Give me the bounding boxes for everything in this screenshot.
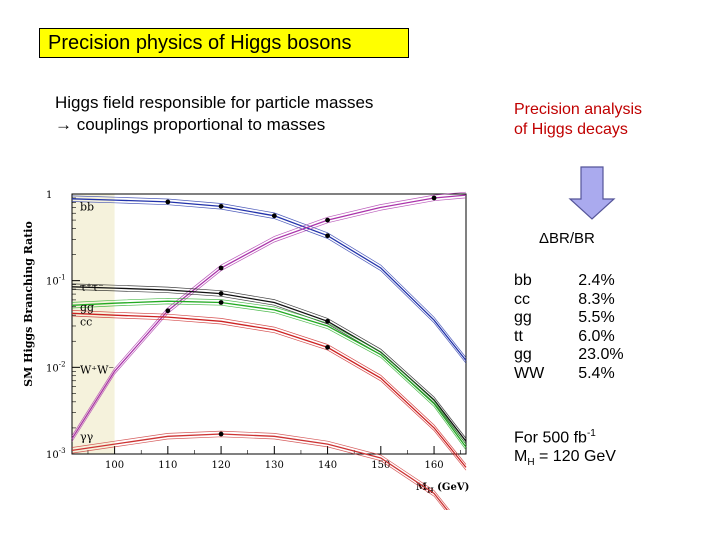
x-tick-label: 120 [212, 460, 231, 471]
series-band-bb [71, 195, 467, 358]
data-marker [218, 203, 224, 209]
x-tick-label: 140 [318, 460, 337, 471]
br-channel-column: bb cc gg tt gg WW [514, 272, 544, 383]
br-value: 5.4% [578, 364, 615, 382]
data-marker [165, 308, 171, 314]
delta-br-label: ΔBR/BR [539, 230, 595, 247]
channel-label: γγ [80, 430, 94, 443]
br-value: 2.4% [578, 272, 615, 289]
series-line-cc [71, 312, 467, 468]
channel-label: gg [80, 301, 94, 314]
lep-excluded-band [72, 194, 115, 454]
br-channel: tt [514, 327, 523, 345]
intro-line-1: Higgs field responsible for particle mas… [55, 93, 374, 112]
data-marker [431, 195, 437, 201]
data-marker [325, 217, 330, 223]
slide-title: Precision physics of Higgs bosons [39, 28, 409, 58]
series-line-WW [71, 194, 467, 440]
luminosity-line: For 500 fb-1 [514, 428, 596, 447]
channel-label: W⁺W⁻ [80, 363, 114, 376]
channel-label: τ⁺τ⁻ [80, 281, 104, 294]
data-marker [218, 300, 224, 305]
data-marker [218, 265, 224, 271]
series-band-gg [71, 297, 467, 445]
data-marker [218, 431, 224, 437]
x-tick-label: 160 [425, 460, 444, 471]
channel-label: bb [80, 200, 94, 213]
br-channel: gg [514, 309, 532, 326]
data-marker [165, 199, 171, 205]
data-marker [271, 213, 277, 219]
series-line-ττ [71, 286, 467, 442]
series-band-WW [71, 197, 467, 442]
intro-line-2: → couplings proportional to masses [55, 115, 326, 134]
channel-label: cc [80, 315, 92, 328]
data-marker [325, 233, 330, 239]
footer-text: For 500 fb-1 MH = 120 GeV [514, 424, 616, 473]
series-band-cc [71, 315, 467, 471]
plot-frame [71, 193, 467, 455]
x-tick-label: 130 [265, 460, 284, 471]
precision-heading: Precision analysis of Higgs decays [514, 100, 642, 140]
series-band-γγ [71, 430, 450, 510]
series-band-cc [71, 310, 467, 465]
y-axis-label: SM Higgs Branching Ratio [22, 221, 35, 387]
series-band-γγ [71, 436, 446, 510]
series-band-WW [71, 191, 467, 436]
precision-heading-line-1: Precision analysis [514, 101, 643, 118]
x-tick-label: 110 [158, 460, 177, 471]
series-band-gg [71, 303, 467, 451]
data-marker [325, 344, 330, 350]
br-value: 8.3% [578, 290, 615, 308]
y-tick-label: 10-2 [46, 360, 66, 374]
y-tick-label: 10-3 [46, 447, 66, 461]
br-value: 5.5% [578, 309, 615, 326]
br-value-column: 2.4% 8.3% 5.5% 6.0% 23.0% 5.4% [578, 272, 623, 383]
down-arrow-icon [568, 166, 616, 220]
y-tick-label: 1 [46, 190, 52, 201]
br-channel: bb [514, 272, 532, 289]
series-band-ττ [71, 283, 467, 439]
br-channel: WW [514, 364, 545, 382]
higgs-mass-line: MH = 120 GeV [514, 448, 616, 469]
br-precision-table: bb cc gg tt gg WW 2.4% 8.3% 5.5% 6.0% 23… [514, 272, 624, 383]
precision-heading-line-2: of Higgs decays [514, 121, 628, 138]
x-tick-label: 150 [371, 460, 390, 471]
br-channel: gg [514, 346, 532, 363]
br-channel: cc [514, 290, 530, 308]
series-line-bb [71, 198, 467, 361]
series-line-γγ [71, 433, 448, 510]
series-band-bb [71, 201, 467, 364]
br-value: 23.0% [578, 346, 624, 363]
br-value: 6.0% [578, 327, 615, 345]
y-tick-label: 10-1 [46, 274, 66, 288]
intro-text: Higgs field responsible for particle mas… [55, 92, 373, 136]
data-marker [325, 318, 330, 324]
data-marker [218, 291, 224, 296]
series-line-gg [71, 300, 467, 448]
x-tick-label: 100 [105, 460, 124, 471]
